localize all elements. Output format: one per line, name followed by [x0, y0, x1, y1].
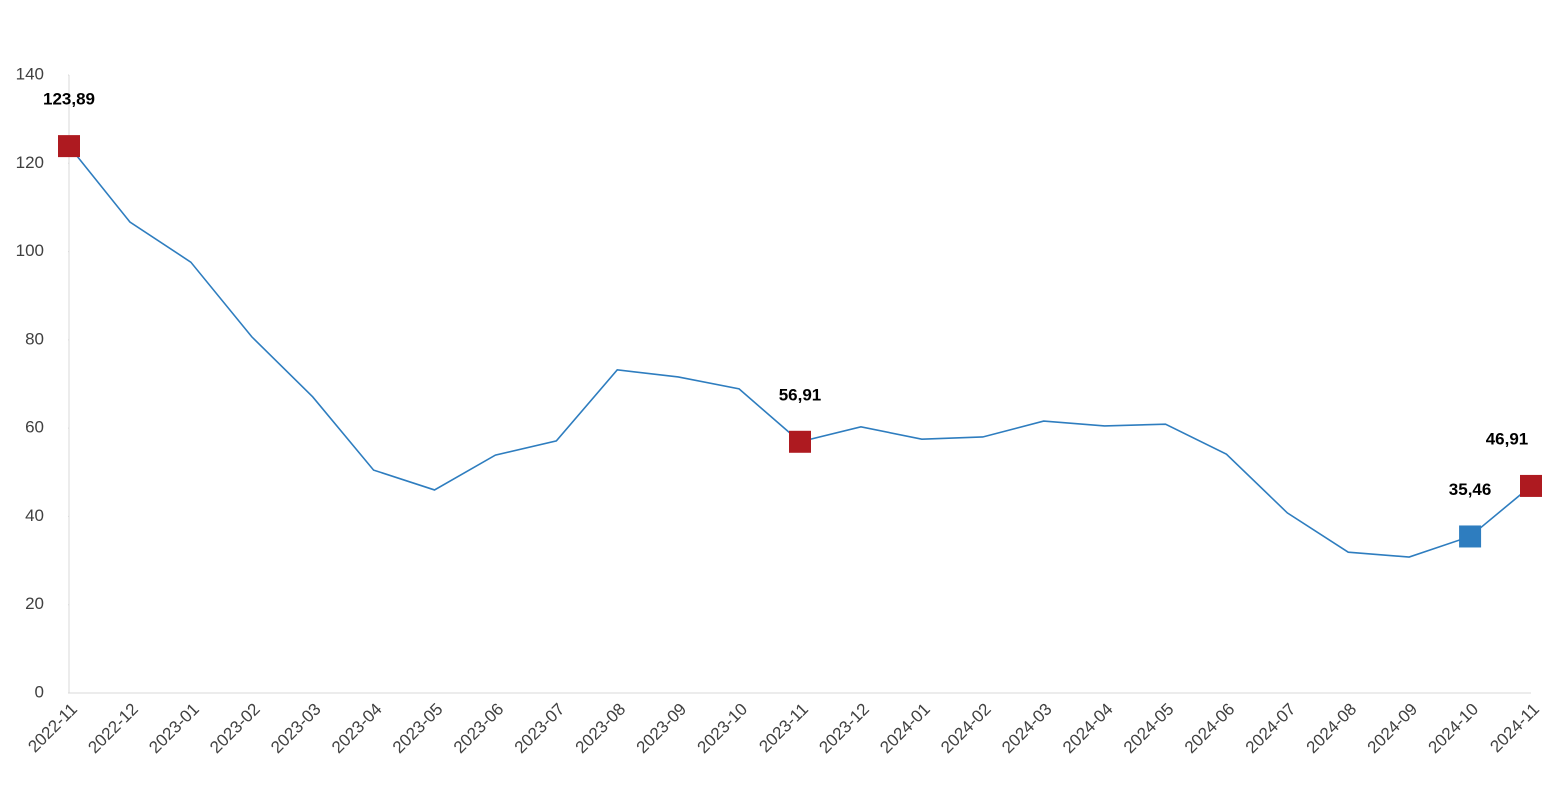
y-tick-label: 100 — [16, 241, 44, 260]
value-label: 56,91 — [779, 385, 822, 404]
value-label: 35,46 — [1449, 480, 1492, 499]
x-tick-label: 2024-07 — [1242, 700, 1300, 758]
y-tick-label: 40 — [25, 506, 44, 525]
x-tick-label: 2024-11 — [1486, 700, 1543, 757]
x-tick-label: 2024-04 — [1059, 700, 1117, 758]
x-tick-label: 2023-05 — [389, 700, 447, 758]
value-label: 123,89 — [43, 90, 95, 109]
y-tick-label: 20 — [25, 594, 44, 613]
x-tick-label: 2024-10 — [1425, 700, 1483, 758]
x-tick-label: 2023-07 — [511, 700, 569, 758]
x-tick-label: 2024-06 — [1181, 700, 1239, 758]
y-tick-label: 120 — [16, 153, 44, 172]
x-tick-label: 2024-02 — [937, 700, 995, 758]
line — [68, 145, 1532, 558]
y-tick-label: 140 — [16, 64, 44, 83]
marker — [1520, 474, 1542, 497]
x-tick-label: 2023-04 — [328, 700, 386, 758]
x-tick-label: 2022-11 — [24, 700, 81, 757]
x-tick-label: 2023-09 — [633, 700, 691, 758]
y-tick-label: 60 — [25, 418, 44, 437]
x-tick-label: 2023-10 — [694, 700, 752, 758]
x-tick-label: 2023-06 — [450, 700, 508, 758]
value-label: 46,91 — [1486, 429, 1529, 448]
x-tick-label: 2023-03 — [267, 700, 325, 758]
y-tick-label: 0 — [35, 682, 44, 701]
x-tick-label: 2023-12 — [815, 700, 873, 758]
x-tick-label: 2024-09 — [1364, 700, 1422, 758]
x-tick-label: 2024-05 — [1120, 700, 1178, 758]
marker — [1459, 525, 1482, 548]
x-tick-label: 2023-02 — [206, 700, 264, 758]
x-tick-label: 2022-12 — [84, 700, 142, 758]
x-tick-label: 2024-01 — [876, 700, 934, 758]
x-tick-label: 2024-08 — [1303, 700, 1361, 758]
x-tick-label: 2023-11 — [755, 700, 812, 757]
x-tick-label: 2023-08 — [572, 700, 630, 758]
marker — [789, 430, 811, 453]
x-tick-label: 2024-03 — [998, 700, 1056, 758]
y-tick-label: 80 — [25, 329, 44, 348]
marker — [58, 135, 80, 158]
x-tick-label: 2023-01 — [145, 700, 203, 758]
